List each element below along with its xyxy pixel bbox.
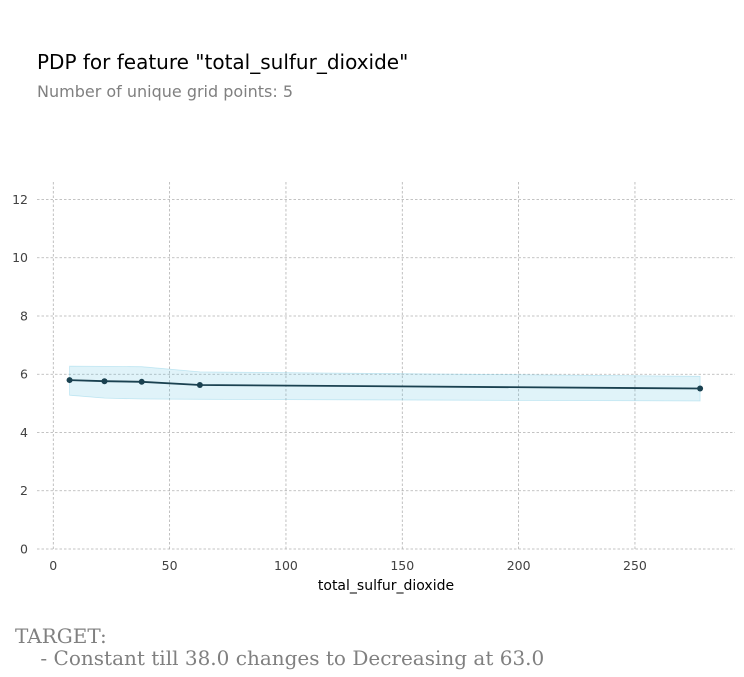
- x-tick-label-1: 50: [162, 558, 178, 573]
- pdp-points-layer: [66, 377, 704, 392]
- x-tick-label-0: 0: [49, 558, 57, 573]
- x-tick-label-5: 250: [623, 558, 647, 573]
- grid-lines: [37, 182, 735, 550]
- y-tick-label-2: 4: [20, 425, 28, 440]
- y-tick-label-5: 10: [12, 250, 28, 265]
- x-tick-label-2: 100: [274, 558, 298, 573]
- pdp-point-4: [697, 385, 704, 392]
- chart-title: PDP for feature "total_sulfur_dioxide": [37, 50, 409, 74]
- y-tick-labels: 0 2 4 6 8 10 12: [12, 192, 28, 557]
- pdp-point-0: [66, 377, 73, 384]
- confidence-band: [69, 365, 701, 402]
- y-tick-label-0: 0: [20, 542, 28, 557]
- pdp-point-3: [196, 382, 203, 389]
- confidence-band-layer: [69, 365, 701, 402]
- y-tick-label-6: 12: [12, 192, 28, 207]
- target-description: - Constant till 38.0 changes to Decreasi…: [15, 646, 545, 670]
- x-tick-label-3: 150: [390, 558, 414, 573]
- x-tick-label-4: 200: [507, 558, 531, 573]
- x-tick-labels: 0 50 100 150 200 250: [49, 558, 647, 573]
- pdp-point-1: [101, 378, 108, 385]
- pdp-chart: 0 50 100 150 200 250 0 2 4 6 8 10 12 total_sulfur_d…: [12, 182, 735, 594]
- y-tick-label-1: 2: [20, 483, 28, 498]
- chart-subtitle: Number of unique grid points: 5: [37, 82, 294, 101]
- y-tick-label-3: 6: [20, 367, 28, 382]
- target-heading: TARGET:: [15, 624, 107, 648]
- x-axis-label: total_sulfur_dioxide: [318, 578, 454, 594]
- y-tick-label-4: 8: [20, 308, 28, 323]
- pdp-point-2: [138, 378, 145, 385]
